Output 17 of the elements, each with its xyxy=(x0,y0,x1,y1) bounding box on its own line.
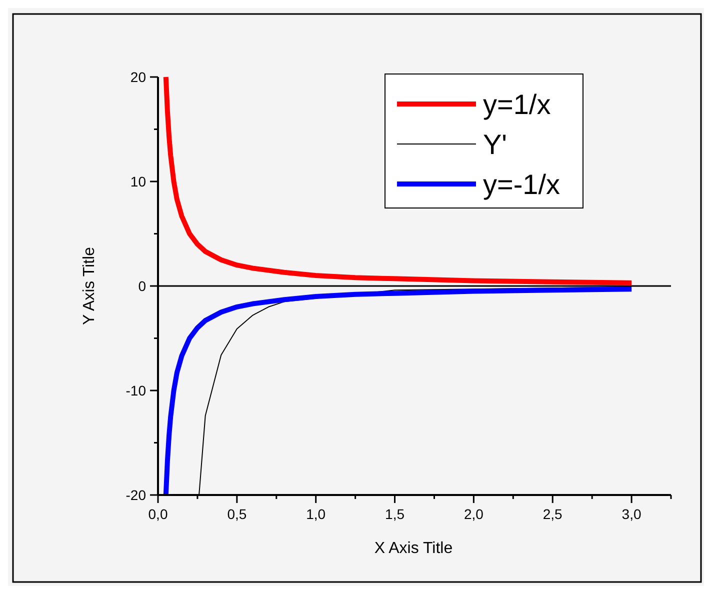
x-tick-label: 1,0 xyxy=(306,506,326,522)
legend-label: y=1/x xyxy=(483,89,551,120)
x-tick-label: 2,0 xyxy=(464,506,484,522)
x-tick-label: 2,5 xyxy=(542,506,563,522)
y-tick-label: -20 xyxy=(126,487,146,503)
legend-label: y=-1/x xyxy=(483,169,560,200)
x-tick-label: 0,0 xyxy=(148,506,168,522)
y-tick-label: 10 xyxy=(130,174,146,190)
y-tick-label: -10 xyxy=(126,382,146,398)
x-tick-label: 1,5 xyxy=(385,506,405,522)
x-tick-label: 0,5 xyxy=(227,506,247,522)
y-axis-title: Y Axis Title xyxy=(81,246,98,325)
x-tick-label: 3,0 xyxy=(622,506,642,522)
y-tick-label: 0 xyxy=(138,278,146,294)
x-axis-title: X Axis Title xyxy=(374,540,453,557)
y-tick-label: 20 xyxy=(130,69,146,85)
legend-label: Y' xyxy=(483,129,508,160)
